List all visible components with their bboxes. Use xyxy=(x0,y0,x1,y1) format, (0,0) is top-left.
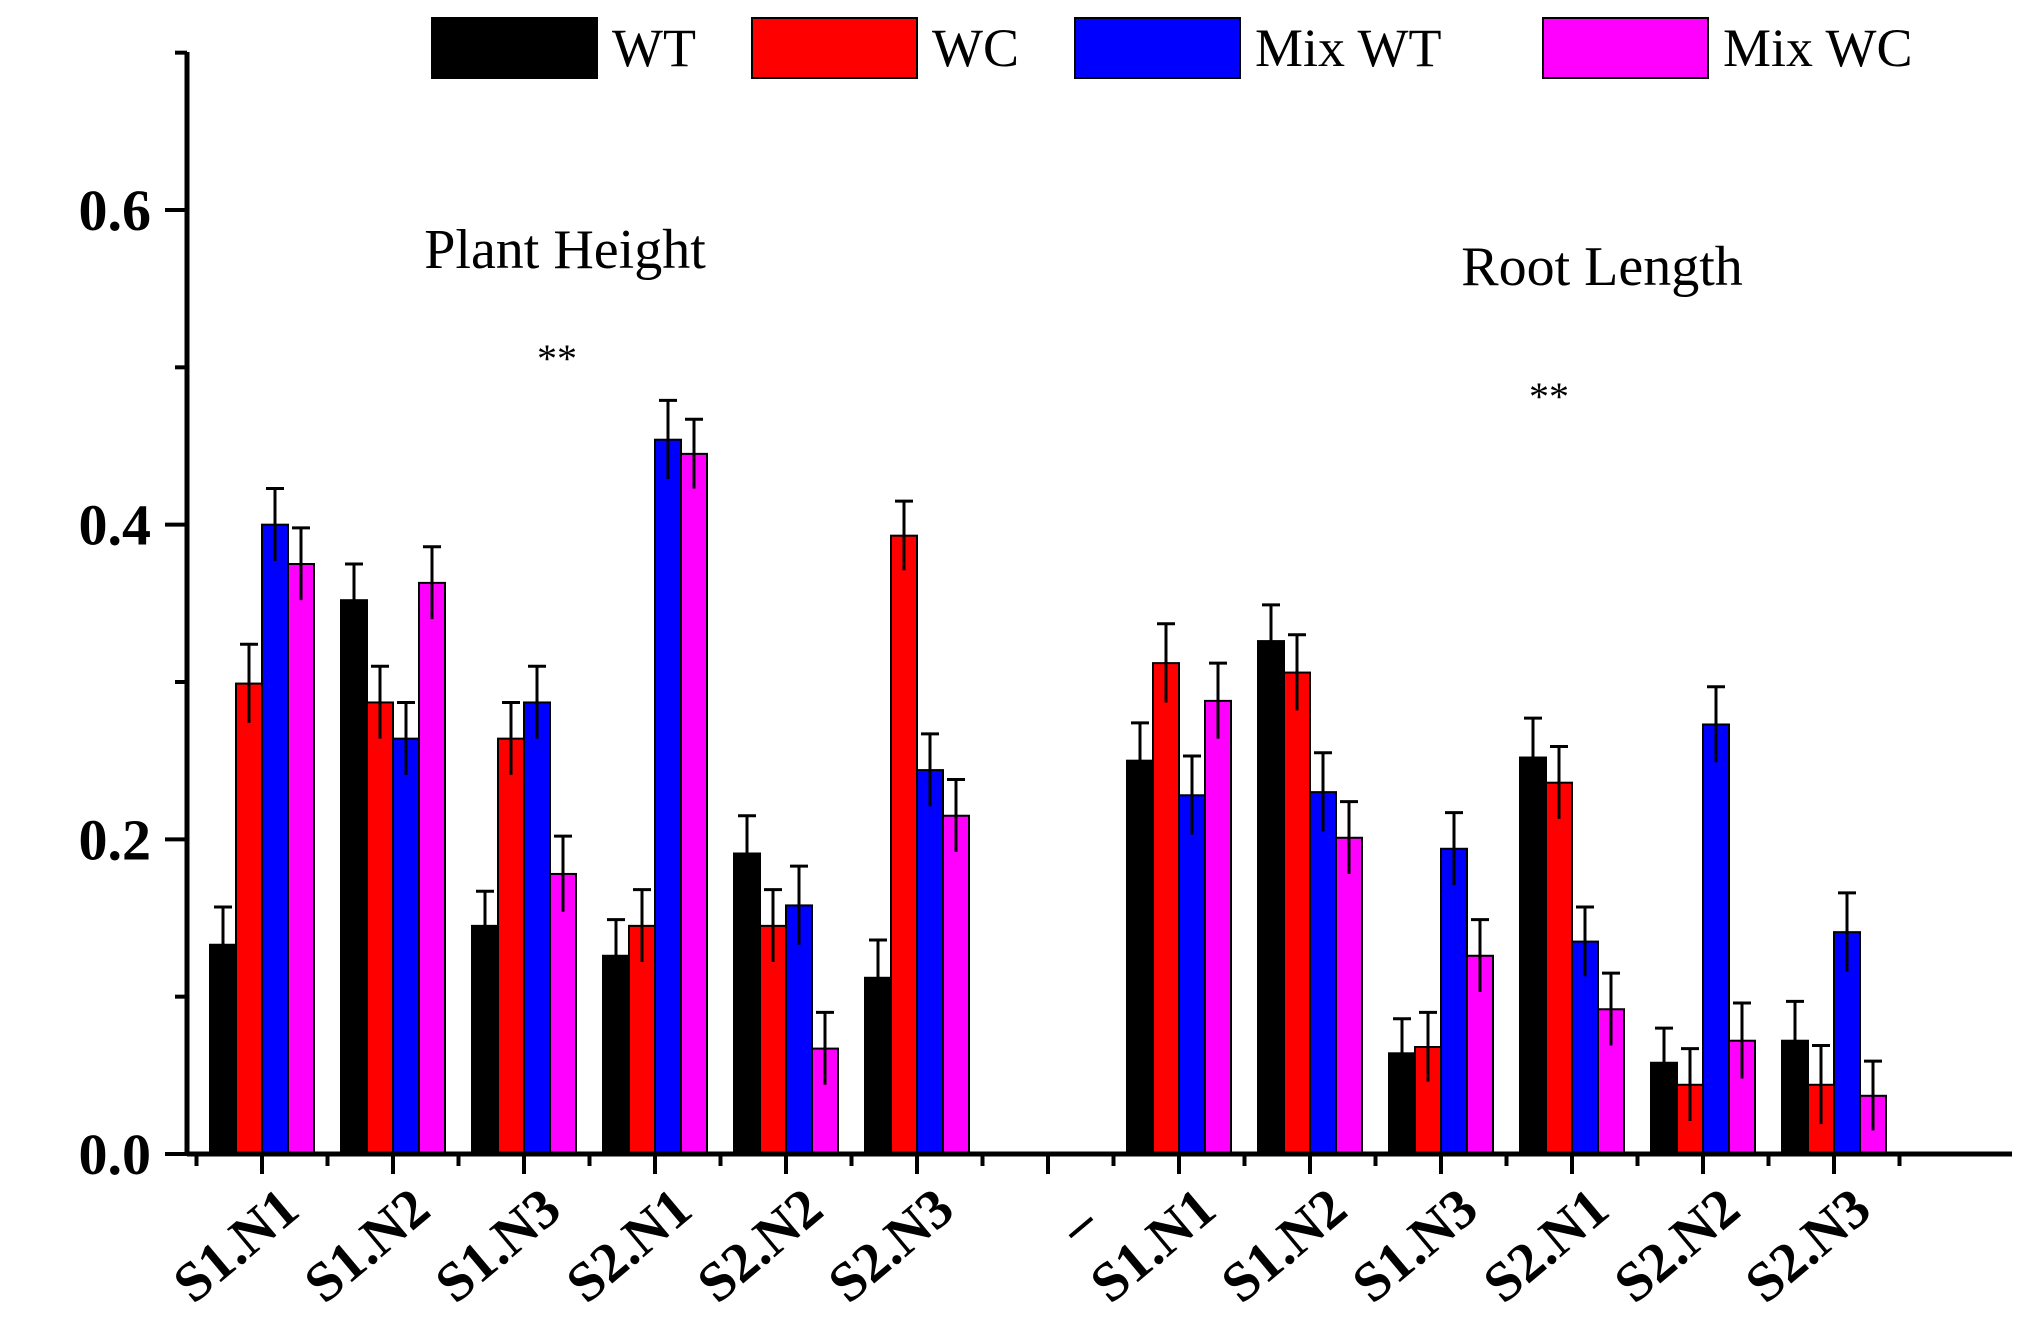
bar-mix-wc-s1-n1 xyxy=(287,563,315,1155)
legend: WT WC Mix WT Mix WC xyxy=(431,17,1913,79)
bar-wc-s1-n3 xyxy=(497,737,525,1155)
legend-swatch-wc xyxy=(751,17,918,79)
bar-wt-s1-n2 xyxy=(1257,640,1285,1155)
y-ticks: 0.0 0.2 0.4 0.6 xyxy=(79,50,187,1187)
significance-root-length: ** xyxy=(1529,374,1569,419)
x-tick-label: S2.N2 xyxy=(1603,1176,1751,1315)
x-tick-label: S2.N3 xyxy=(1734,1176,1882,1315)
bar-wc-s1-n1 xyxy=(235,682,263,1155)
bar-mix-wt-s1-n3 xyxy=(523,701,551,1155)
legend-label-wt: WT xyxy=(612,18,696,78)
bar-mix-wc-s1-n1 xyxy=(1204,699,1232,1155)
bar-mix-wt-s2-n1 xyxy=(654,438,682,1155)
bar-wc-s2-n3 xyxy=(890,534,918,1155)
bar-wt-s1-n2 xyxy=(340,599,368,1155)
bar-mix-wc-s1-n2 xyxy=(1335,836,1363,1155)
y-tick-label: 0.2 xyxy=(79,807,152,872)
legend-swatch-mix-wc xyxy=(1542,17,1709,79)
x-tick-label: S1.N3 xyxy=(1341,1176,1489,1315)
bar-mix-wc-s1-n3 xyxy=(549,872,577,1155)
x-tick-label: S1.N2 xyxy=(1210,1176,1358,1315)
bar-mix-wt-s1-n1 xyxy=(1178,794,1206,1156)
bar-mix-wt-s1-n1 xyxy=(261,523,289,1155)
legend-swatch-wt xyxy=(431,17,598,79)
legend-swatch-mix-wt xyxy=(1074,17,1241,79)
bar-mix-wt-s2-n3 xyxy=(916,769,944,1156)
bar-mix-wc-s1-n3 xyxy=(1466,954,1494,1156)
y-tick-label: 0.0 xyxy=(79,1122,152,1187)
bars xyxy=(209,438,1887,1156)
bar-wc-s2-n1 xyxy=(1545,781,1573,1156)
error-bars xyxy=(214,398,1882,1131)
y-tick-label: 0.6 xyxy=(79,178,152,243)
bar-wt-s1-n1 xyxy=(1126,759,1154,1156)
x-tick-label: _ xyxy=(1034,1176,1097,1243)
legend-label-wc: WC xyxy=(932,18,1019,78)
x-tick-label: S2.N1 xyxy=(1472,1176,1620,1315)
bar-mix-wc-s2-n1 xyxy=(680,452,708,1156)
x-tick-label: S1.N1 xyxy=(1079,1176,1227,1315)
axes xyxy=(184,52,2012,1157)
bar-wc-s1-n2 xyxy=(366,701,394,1155)
x-tick-label: S2.N1 xyxy=(555,1176,703,1315)
legend-label-mix-wc: Mix WC xyxy=(1723,18,1913,78)
bar-mix-wc-s1-n2 xyxy=(418,581,446,1155)
bar-wc-s1-n2 xyxy=(1283,671,1311,1155)
bar-mix-wt-s1-n2 xyxy=(1309,791,1337,1156)
annotation-plant-height: Plant Height xyxy=(424,219,706,281)
bar-wc-s1-n1 xyxy=(1152,662,1180,1155)
x-tick-label: S2.N3 xyxy=(817,1176,965,1315)
bar-mix-wc-s2-n3 xyxy=(942,814,970,1155)
bar-wt-s2-n2 xyxy=(733,852,761,1155)
legend-label-mix-wt: Mix WT xyxy=(1255,18,1442,78)
bar-mix-wt-s2-n2 xyxy=(1702,723,1730,1155)
bar-mix-wt-s1-n3 xyxy=(1440,847,1468,1155)
bar-wt-s2-n1 xyxy=(1519,756,1547,1156)
annotation-root-length: Root Length xyxy=(1461,236,1743,298)
x-tick-label: S1.N3 xyxy=(424,1176,572,1315)
bar-wc-s2-n1 xyxy=(628,924,656,1155)
x-tick-label: S1.N2 xyxy=(293,1176,441,1315)
x-tick-label: S2.N2 xyxy=(686,1176,834,1315)
bar-mix-wt-s1-n2 xyxy=(392,737,420,1155)
significance-plant-height: ** xyxy=(537,336,577,381)
x-tick-label: S1.N1 xyxy=(162,1176,310,1315)
y-tick-label: 0.4 xyxy=(79,493,152,558)
